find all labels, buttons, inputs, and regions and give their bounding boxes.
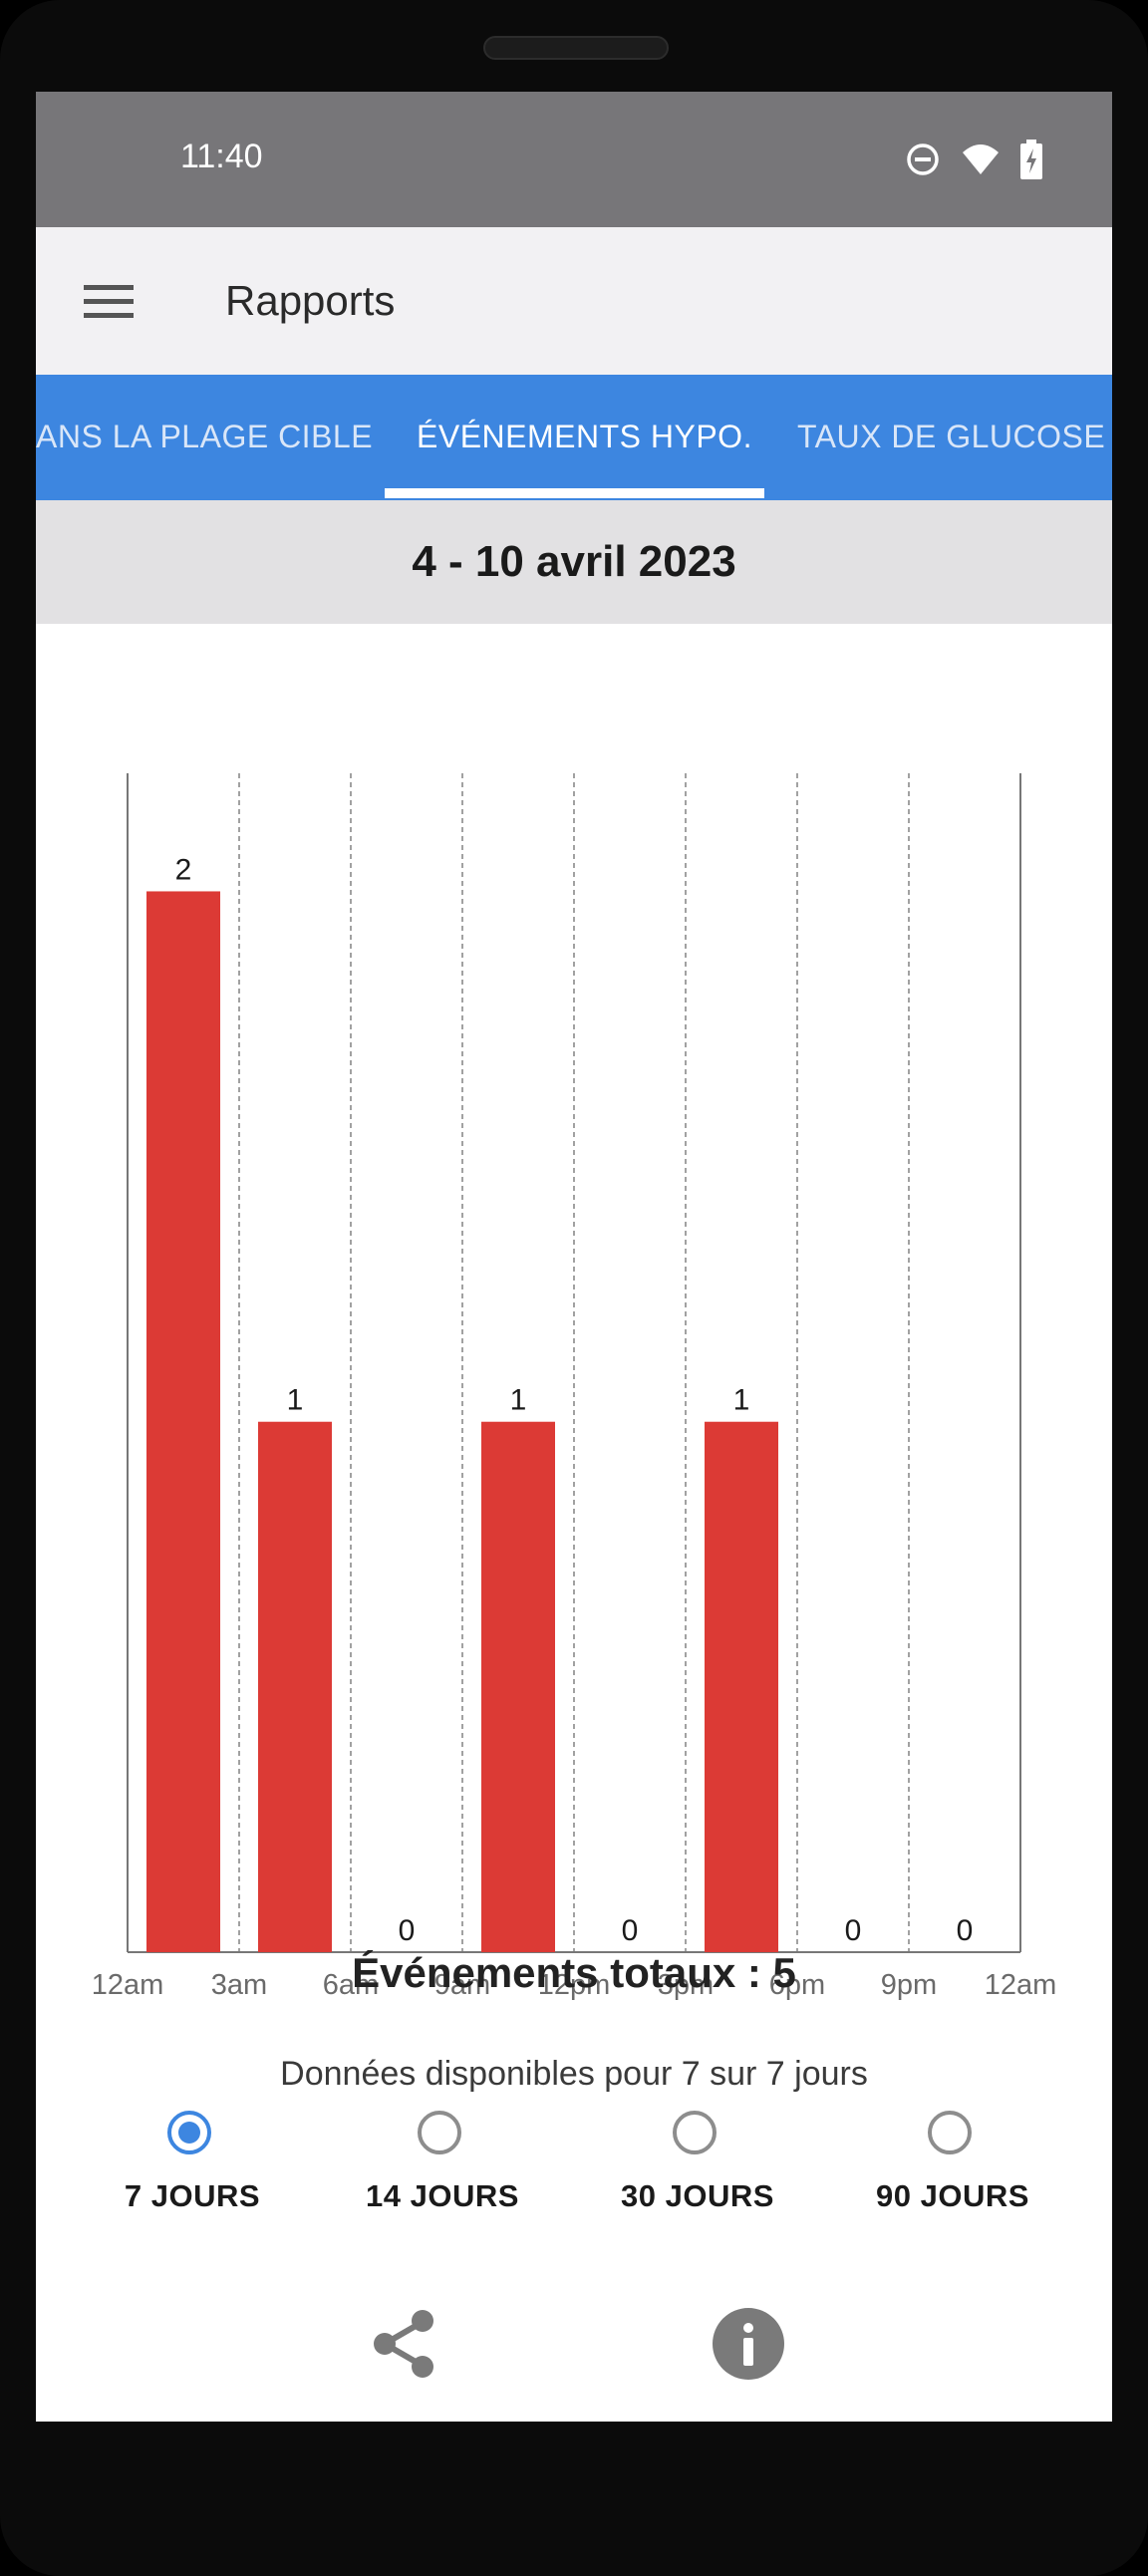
chart-x-tick-label: 3am — [211, 1969, 267, 2001]
phone-screen: 11:40 — [36, 92, 1112, 2422]
page-title: Rapports — [225, 277, 396, 324]
radio-button[interactable] — [673, 2111, 717, 2154]
chart-x-tick-label: 6am — [323, 1969, 379, 2001]
app-bar: Rapports — [36, 227, 1112, 375]
chart-x-tick-label: 12am — [92, 1969, 164, 2001]
share-icon[interactable] — [365, 2304, 444, 2384]
period-option-7-days[interactable]: 7 JOURS — [73, 2107, 312, 2236]
date-range-header: 4 - 10 avril 2023 — [36, 500, 1112, 624]
info-icon[interactable] — [711, 2306, 786, 2382]
status-bar: 11:40 — [36, 92, 1112, 227]
period-label: 14 JOURS — [366, 2178, 519, 2213]
chart-bar — [705, 1421, 778, 1952]
earpiece-speaker — [483, 36, 669, 60]
total-events: Événements totaux : 5 — [352, 1949, 796, 1996]
hamburger-menu-icon[interactable] — [84, 277, 138, 325]
period-option-14-days[interactable]: 14 JOURS — [323, 2107, 562, 2236]
period-label: 90 JOURS — [876, 2178, 1029, 2213]
chart-data-label: 0 — [399, 1914, 416, 1947]
chart-data-label: 0 — [845, 1914, 862, 1947]
status-icons — [905, 140, 1042, 179]
radio-button[interactable] — [167, 2111, 211, 2154]
chart-data-label: 1 — [287, 1384, 304, 1417]
date-range: 4 - 10 avril 2023 — [412, 537, 736, 586]
active-tab-indicator — [385, 488, 764, 498]
chart-data-label: 0 — [957, 1914, 974, 1947]
chart-x-tick-label: 3pm — [658, 1969, 714, 2001]
chart-data-label: 2 — [175, 853, 192, 886]
period-label: 7 JOURS — [124, 2178, 261, 2213]
chart-data-label: 0 — [622, 1914, 639, 1947]
chart-bar — [258, 1421, 332, 1952]
radio-button[interactable] — [928, 2111, 972, 2154]
chart-x-tick-label: 6pm — [769, 1969, 825, 2001]
chart-x-tick-label: 12am — [985, 1969, 1057, 2001]
period-label: 30 JOURS — [621, 2178, 774, 2213]
radio-button[interactable] — [418, 2111, 461, 2154]
report-tabs: ANS LA PLAGE CIBLE ÉVÉNEMENTS HYPO. TAUX… — [36, 375, 1112, 500]
data-availability-text: Données disponibles pour 7 sur 7 jours — [280, 2055, 868, 2093]
chart-svg: 2 1 0 1 0 1 0 0 12am 3am 6am 9am 12pm 3pm 6pm 9pm 12am — [92, 773, 1057, 2001]
chart-data-label: 1 — [510, 1384, 527, 1417]
battery-charging-icon — [1020, 140, 1042, 179]
status-time: 11:40 — [180, 138, 263, 175]
period-option-90-days[interactable]: 90 JOURS — [833, 2107, 1072, 2236]
period-selector: 7 JOURS 14 JOURS 30 JOURS 90 JOURS — [36, 2107, 1112, 2236]
chart-bar — [146, 891, 220, 1952]
period-option-30-days[interactable]: 30 JOURS — [578, 2107, 817, 2236]
wifi-icon — [963, 144, 999, 174]
do-not-disturb-icon — [907, 143, 939, 175]
chart-x-tick-label: 9am — [434, 1969, 490, 2001]
hypo-events-chart: 2 1 0 1 0 1 0 0 12am 3am 6am 9am 12pm 3pm 6pm 9pm 12am — [36, 624, 1112, 2039]
chart-x-tick-label: 12pm — [538, 1969, 611, 2001]
chart-bar — [481, 1421, 555, 1952]
tab-taux-glucose[interactable]: TAUX DE GLUCOSE M — [797, 419, 1112, 454]
chart-x-tick-label: 9pm — [881, 1969, 937, 2001]
tab-plage-cible[interactable]: ANS LA PLAGE CIBLE — [36, 419, 374, 454]
tab-evenements-hypo[interactable]: ÉVÉNEMENTS HYPO. — [417, 419, 752, 454]
chart-data-label: 1 — [733, 1384, 750, 1417]
